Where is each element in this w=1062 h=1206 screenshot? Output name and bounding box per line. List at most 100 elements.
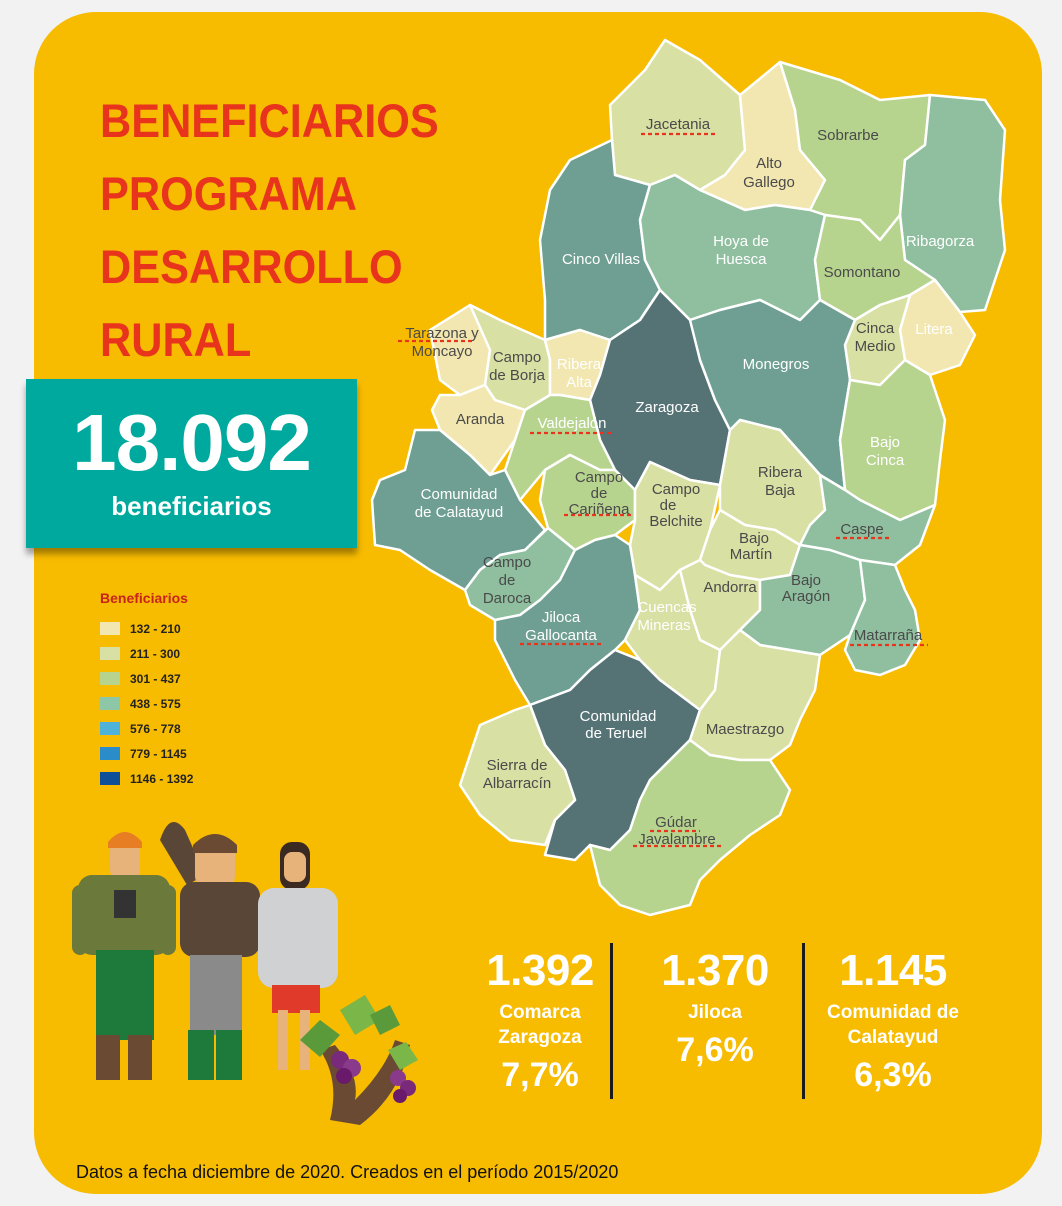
legend-item: 211 - 300 <box>100 641 193 666</box>
map-label-line: Campo <box>493 349 541 366</box>
map-label-line: Sierra de <box>487 757 548 774</box>
map-label-line: Ribera <box>557 356 602 373</box>
stat-percentage: 7,6% <box>676 1031 754 1069</box>
map-label-line: Javalambre <box>638 831 716 848</box>
map-label: Campo de Belchite <box>649 481 702 530</box>
stat-name-line: Calatayud <box>847 1027 939 1048</box>
stat-name: Comarca Zaragoza <box>450 1000 630 1050</box>
map-label: Matarraña <box>854 627 923 644</box>
stat-name: Jiloca <box>625 1000 805 1025</box>
map-label-line: Cinca <box>866 452 905 469</box>
page-title: Beneficiarios Programa Desarrollo Rural <box>100 84 439 376</box>
legend-swatch <box>100 722 120 735</box>
map-legend: Beneficiarios 132 - 210 211 - 300 301 - … <box>100 590 193 791</box>
map-label-line: Jiloca <box>542 609 581 626</box>
map-label-line: Cuencas <box>637 599 696 616</box>
map-label: Comunidad de Calatayud <box>415 486 503 521</box>
map-label-line: Mineras <box>637 617 690 634</box>
legend-item: 1146 - 1392 <box>100 766 193 791</box>
map-label-line: Gallego <box>743 174 795 191</box>
legend-swatch <box>100 697 120 710</box>
map-label-line: Hoya de <box>713 233 769 250</box>
legend-item: 132 - 210 <box>100 616 193 641</box>
legend-swatch <box>100 672 120 685</box>
stat-jiloca: 1.370 Jiloca 7,6% <box>625 940 805 1070</box>
spellcheck-underlines <box>398 132 928 848</box>
map-label: Litera <box>915 321 953 338</box>
legend-label: 576 - 778 <box>130 721 181 736</box>
map-label-line: Huesca <box>716 251 768 268</box>
stat-value: 1.145 <box>839 946 947 995</box>
region-matarrana[interactable] <box>843 558 922 677</box>
map-label-line: Moncayo <box>412 343 473 360</box>
map-label-line: Alta <box>566 374 593 391</box>
map-label: Jiloca Gallocanta <box>525 609 597 644</box>
region-campo-de-carinena[interactable] <box>538 453 637 552</box>
map-label: Andorra <box>703 579 757 596</box>
map-label-line: de Teruel <box>585 725 646 742</box>
stat-name: Comunidad de Calatayud <box>803 1000 983 1050</box>
map-label-line: de Calatayud <box>415 504 503 521</box>
legend-label: 301 - 437 <box>130 671 181 686</box>
map-label-line: Gallocanta <box>525 627 597 644</box>
map-label-line: Alto <box>756 155 782 172</box>
legend-swatch <box>100 747 120 760</box>
legend-title: Beneficiarios <box>100 590 188 606</box>
map-label-line: Medio <box>855 338 896 355</box>
legend-label: 438 - 575 <box>130 696 181 711</box>
map-label: Aranda <box>456 411 505 428</box>
map-label: Ribagorza <box>906 233 975 250</box>
legend-item: 779 - 1145 <box>100 741 193 766</box>
map-label: Jacetania <box>646 116 711 133</box>
map-label-line: Daroca <box>483 590 532 607</box>
map-label: Alto Gallego <box>743 155 795 191</box>
map-label-line: Belchite <box>649 513 702 530</box>
region-sierra-de-albarracin[interactable] <box>458 703 577 847</box>
map-label: Campo de Borja <box>489 349 546 384</box>
stat-comarca-zaragoza: 1.392 Comarca Zaragoza 7,7% <box>450 940 630 1095</box>
stat-divider <box>802 943 805 1099</box>
map-label: Ribera Baja <box>758 464 803 499</box>
map-label-line: Martín <box>730 546 773 563</box>
map-label: Caspe <box>840 521 883 538</box>
legend-label: 211 - 300 <box>130 646 181 661</box>
map-label-line: de <box>660 497 677 514</box>
map-label-line: Campo <box>483 554 531 571</box>
map-label-line: Campo <box>575 469 623 486</box>
map-label: Valdejalón <box>538 415 607 432</box>
legend-label: 132 - 210 <box>130 621 181 636</box>
title-line: Rural <box>100 313 252 366</box>
region-labels: Jacetania Alto Gallego Sobrarbe Ribagorza… <box>405 116 975 848</box>
stat-comunidad-calatayud: 1.145 Comunidad de Calatayud 6,3% <box>803 940 983 1095</box>
legend-swatch <box>100 647 120 660</box>
stat-name-line: Comunidad de <box>827 1002 959 1023</box>
map-label: Bajo Aragón <box>782 572 830 605</box>
map-label: Comunidad de Teruel <box>580 708 657 742</box>
map-label-line: Bajo <box>739 530 769 547</box>
woman-figure <box>258 842 338 1070</box>
region-maestrazgo[interactable] <box>688 628 822 762</box>
map-label: Campo de Cariñena <box>569 469 631 518</box>
farmer-figure <box>72 832 176 1080</box>
map-label: Bajo Martín <box>730 530 773 563</box>
map-label-line: Albarracín <box>483 775 551 792</box>
total-label: beneficiarios <box>111 491 272 521</box>
grapevine-icon <box>300 995 418 1125</box>
map-label-line: Bajo <box>791 572 821 589</box>
map-label-line: Tarazona y <box>405 325 479 342</box>
stat-name-line: Comarca <box>499 1002 581 1023</box>
region-gudar-javalambre[interactable] <box>588 738 792 917</box>
map-label-line: de <box>499 572 516 589</box>
legend-label: 779 - 1145 <box>130 746 187 761</box>
legend-label: 1146 - 1392 <box>130 771 194 786</box>
map-label: Monegros <box>743 356 810 373</box>
legend-item: 301 - 437 <box>100 666 193 691</box>
villager-figure <box>160 822 260 1080</box>
map-label-line: Aragón <box>782 588 830 605</box>
legend-swatch <box>100 622 120 635</box>
footnote: Datos a fecha diciembre de 2020. Creados… <box>76 1162 619 1182</box>
map-label: Gúdar Javalambre <box>638 814 716 848</box>
stat-name-line: Jiloca <box>688 1002 742 1023</box>
